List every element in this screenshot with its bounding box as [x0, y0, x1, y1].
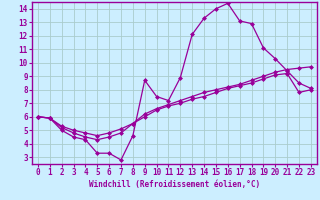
X-axis label: Windchill (Refroidissement éolien,°C): Windchill (Refroidissement éolien,°C) — [89, 180, 260, 189]
